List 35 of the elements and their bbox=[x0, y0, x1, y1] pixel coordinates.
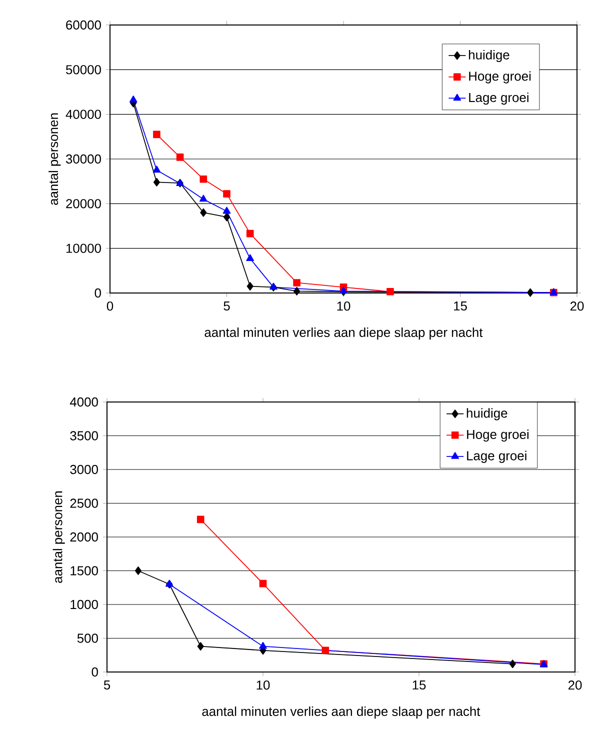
legend-label: Lage groei bbox=[469, 92, 528, 105]
legend-label: huidige bbox=[466, 408, 508, 420]
y-tick-label: 3000 bbox=[70, 464, 98, 474]
y-tick-label: 2500 bbox=[70, 498, 98, 508]
y-tick-label: 4000 bbox=[70, 397, 98, 407]
legend-label: Lage groei bbox=[467, 450, 526, 463]
y-tick-label: 1000 bbox=[70, 600, 98, 610]
x-tick-label: 15 bbox=[454, 302, 467, 311]
y-tick-label: 30000 bbox=[66, 154, 101, 164]
y-tick-label: 10000 bbox=[66, 244, 101, 253]
y-tick-label: 0 bbox=[92, 667, 98, 677]
y-tick-label: 20000 bbox=[66, 199, 101, 208]
x-tick-label: 20 bbox=[568, 680, 582, 690]
y-tick-label: 50000 bbox=[66, 65, 101, 74]
y-tick-label: 500 bbox=[77, 634, 98, 643]
x-axis-title: aantal minuten verlies aan diepe slaap per nacht bbox=[202, 706, 480, 719]
y-tick-label: 2000 bbox=[70, 532, 98, 542]
legend-label: huidige bbox=[468, 50, 510, 62]
legend-label: Hoge groei bbox=[467, 429, 528, 442]
x-tick-label: 20 bbox=[570, 302, 584, 311]
legend-label: Hoge groei bbox=[469, 71, 531, 84]
y-axis-title: aantal personen bbox=[52, 491, 65, 583]
y-tick-label: 3500 bbox=[70, 431, 98, 440]
x-tick-label: 10 bbox=[337, 302, 350, 311]
y-axis-title: aantal personen bbox=[48, 113, 61, 205]
y-tick-label: 60000 bbox=[66, 20, 101, 30]
x-tick-label: 0 bbox=[106, 302, 114, 311]
x-tick-label: 5 bbox=[104, 680, 110, 690]
y-tick-label: 0 bbox=[94, 288, 101, 298]
y-tick-label: 40000 bbox=[66, 110, 101, 119]
x-tick-label: 5 bbox=[224, 302, 230, 311]
y-tick-label: 1500 bbox=[70, 566, 98, 576]
x-tick-label: 10 bbox=[256, 680, 270, 690]
x-axis-title: aantal minuten verlies aan diepe slaap per nacht bbox=[204, 328, 483, 340]
x-tick-label: 15 bbox=[412, 680, 426, 690]
